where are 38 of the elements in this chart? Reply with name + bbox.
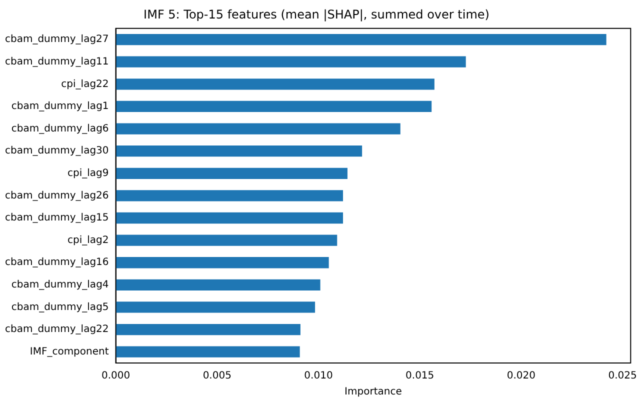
bar xyxy=(116,78,434,90)
bar xyxy=(116,190,344,202)
x-tick-label: 0.010 xyxy=(304,370,333,382)
bar xyxy=(116,146,362,157)
bar xyxy=(116,257,329,268)
y-tick-label: cpi_lag22 xyxy=(61,78,109,90)
y-tick-label: cbam_dummy_lag30 xyxy=(5,146,109,157)
bar xyxy=(116,212,344,224)
y-tick-label: cbam_dummy_lag5 xyxy=(11,302,109,313)
bar xyxy=(116,100,432,112)
y-tick-label: cbam_dummy_lag1 xyxy=(11,101,109,112)
bar xyxy=(116,346,300,358)
y-tick-label: IMF_component xyxy=(30,346,109,358)
y-tick-label: cbam_dummy_lag6 xyxy=(11,123,109,134)
x-tick-label: 0.000 xyxy=(101,370,130,382)
chart-title: IMF 5: Top-15 features (mean |SHAP|, summed over time) xyxy=(144,7,490,22)
y-tick-label: cbam_dummy_lag4 xyxy=(11,280,109,291)
y-tick-label: cbam_dummy_lag15 xyxy=(5,212,109,224)
x-tick-label: 0.025 xyxy=(608,370,637,382)
x-tick-label: 0.015 xyxy=(406,370,434,382)
y-tick-label: cpi_lag2 xyxy=(68,234,109,246)
bar xyxy=(116,123,400,134)
bar xyxy=(116,56,466,68)
bar xyxy=(116,34,606,46)
y-tick-label: cbam_dummy_lag27 xyxy=(5,34,109,46)
x-tick-label: 0.020 xyxy=(506,370,536,382)
y-tick-label: cbam_dummy_lag22 xyxy=(5,324,109,336)
y-tick-label: cbam_dummy_lag11 xyxy=(5,56,109,68)
bar xyxy=(116,324,300,336)
x-tick-label: 0.005 xyxy=(202,370,232,382)
y-tick-label: cbam_dummy_lag26 xyxy=(5,190,109,202)
y-tick-label: cbam_dummy_lag16 xyxy=(5,257,109,268)
x-axis-title: Importance xyxy=(344,386,402,398)
y-tick-label: cpi_lag9 xyxy=(68,168,109,179)
bar xyxy=(116,168,348,179)
bar xyxy=(116,279,320,291)
bar xyxy=(116,302,316,313)
bar xyxy=(116,234,338,246)
